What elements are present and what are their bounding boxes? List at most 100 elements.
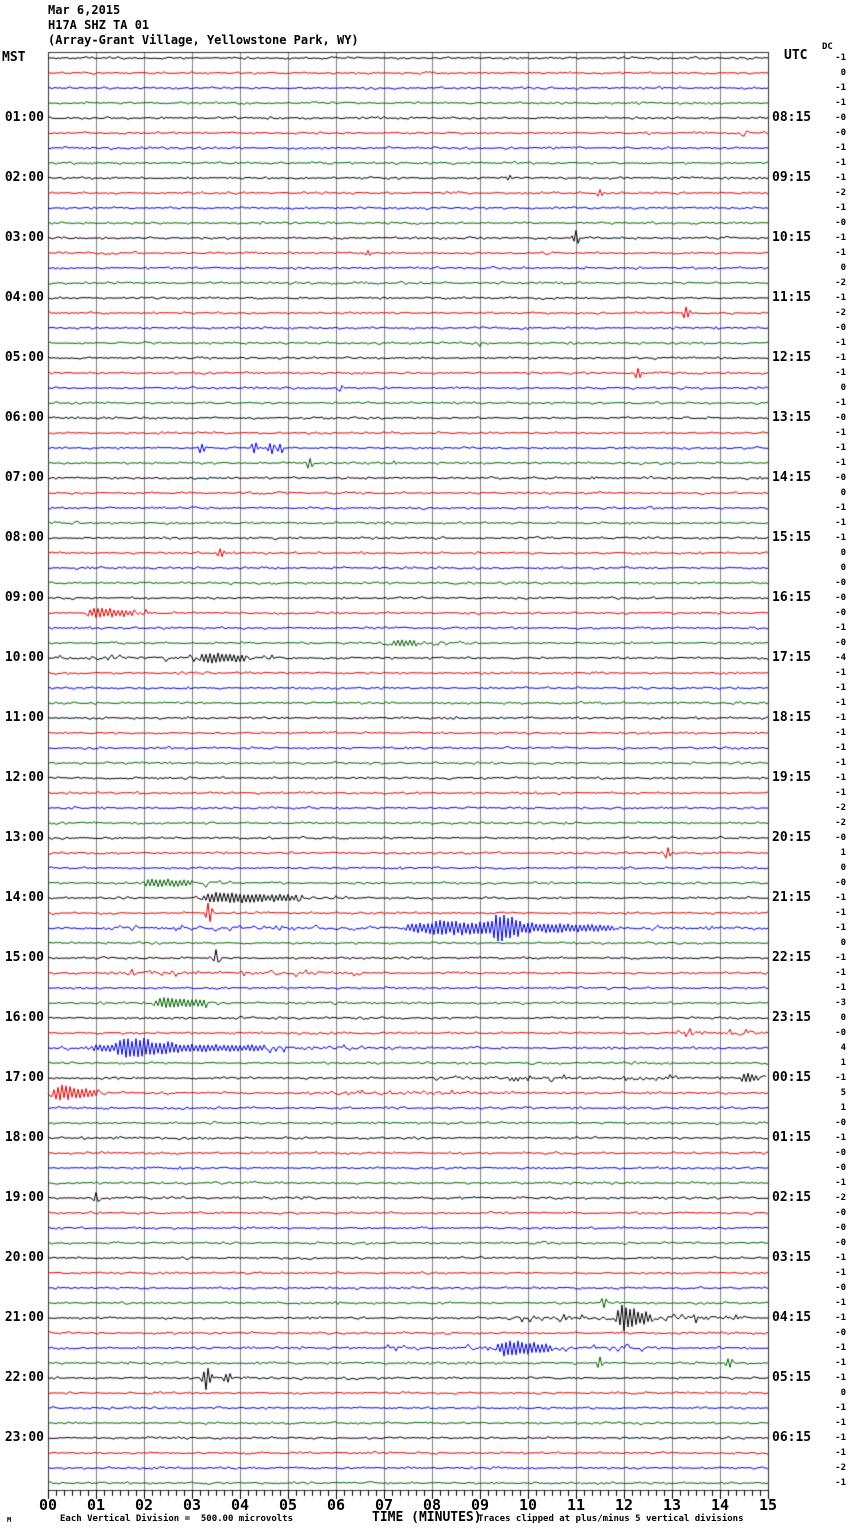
dc-value: -1 — [835, 173, 846, 183]
dc-value: -1 — [835, 1418, 846, 1428]
dc-value: -1 — [835, 1268, 846, 1278]
right-hour-label: 08:15 — [772, 110, 812, 125]
right-hour-label: 02:15 — [772, 1190, 812, 1205]
left-axis-title: MST — [2, 50, 26, 65]
dc-value: -0 — [835, 1148, 846, 1158]
dc-value: -1 — [835, 1343, 846, 1353]
dc-value: 1 — [840, 1103, 846, 1113]
minute-label: 03 — [182, 1496, 202, 1514]
dc-value: -0 — [835, 1118, 846, 1128]
left-hour-label: 13:00 — [4, 830, 44, 845]
dc-value: 0 — [840, 938, 846, 948]
dc-value: -0 — [835, 413, 846, 423]
plot-date: Mar 6,2015 — [48, 3, 121, 17]
left-hour-label: 04:00 — [4, 290, 44, 305]
dc-value: -1 — [835, 1133, 846, 1143]
right-hour-label: 19:15 — [772, 770, 812, 785]
dc-value: -0 — [835, 473, 846, 483]
minute-label: 07 — [374, 1496, 394, 1514]
right-hour-label: 10:15 — [772, 230, 812, 245]
dc-value: -1 — [835, 443, 846, 453]
right-hour-label: 17:15 — [772, 650, 812, 665]
right-hour-label: 22:15 — [772, 950, 812, 965]
left-hour-label: 23:00 — [4, 1430, 44, 1445]
dc-value: -1 — [835, 248, 846, 258]
dc-value: -1 — [835, 623, 846, 633]
dc-value: -1 — [835, 923, 846, 933]
dc-value: -0 — [835, 1208, 846, 1218]
dc-value: -0 — [835, 1223, 846, 1233]
dc-value: -0 — [835, 878, 846, 888]
dc-value: -1 — [835, 368, 846, 378]
minute-label: 08 — [422, 1496, 442, 1514]
left-hour-label: 03:00 — [4, 230, 44, 245]
right-hour-label: 01:15 — [772, 1130, 812, 1145]
left-hour-label: 07:00 — [4, 470, 44, 485]
left-hour-label: 18:00 — [4, 1130, 44, 1145]
dc-value: -1 — [835, 1433, 846, 1443]
right-hour-label: 14:15 — [772, 470, 812, 485]
dc-value: -2 — [835, 278, 846, 288]
dc-value: -2 — [835, 308, 846, 318]
dc-value: -1 — [835, 518, 846, 528]
dc-value: -0 — [835, 323, 846, 333]
dc-value: -1 — [835, 773, 846, 783]
minute-label: 15 — [758, 1496, 778, 1514]
dc-value: -1 — [835, 98, 846, 108]
left-hour-label: 02:00 — [4, 170, 44, 185]
dc-value: 0 — [840, 1013, 846, 1023]
dc-value: -1 — [835, 908, 846, 918]
dc-value: -0 — [835, 1328, 846, 1338]
dc-value: -1 — [835, 668, 846, 678]
dc-value: 5 — [840, 1088, 846, 1098]
minute-label: 02 — [134, 1496, 154, 1514]
minute-label: 13 — [662, 1496, 682, 1514]
x-axis-title: TIME (MINUTES) — [372, 1510, 482, 1525]
dc-value: -1 — [835, 1073, 846, 1083]
dc-value: -0 — [835, 833, 846, 843]
dc-value: -0 — [835, 1283, 846, 1293]
left-hour-label: 11:00 — [4, 710, 44, 725]
dc-value: -1 — [835, 398, 846, 408]
dc-value: -0 — [835, 1238, 846, 1248]
dc-value: -1 — [835, 1373, 846, 1383]
dc-value: -1 — [835, 1358, 846, 1368]
dc-value: -2 — [835, 188, 846, 198]
right-hour-label: 09:15 — [772, 170, 812, 185]
minute-label: 05 — [278, 1496, 298, 1514]
minute-label: 06 — [326, 1496, 346, 1514]
right-hour-label: 16:15 — [772, 590, 812, 605]
right-hour-label: 21:15 — [772, 890, 812, 905]
dc-value: -2 — [835, 1463, 846, 1473]
dc-value: -1 — [835, 1178, 846, 1188]
dc-value: -1 — [835, 953, 846, 963]
left-hour-label: 16:00 — [4, 1010, 44, 1025]
dc-value: -0 — [835, 128, 846, 138]
left-hour-label: 20:00 — [4, 1250, 44, 1265]
dc-value: 0 — [840, 383, 846, 393]
right-hour-label: 03:15 — [772, 1250, 812, 1265]
dc-column-header: DC — [822, 42, 833, 52]
minute-label: 12 — [614, 1496, 634, 1514]
right-hour-label: 11:15 — [772, 290, 812, 305]
dc-value: -1 — [835, 1478, 846, 1488]
dc-value: 0 — [840, 263, 846, 273]
dc-value: -1 — [835, 83, 846, 93]
dc-value: -1 — [835, 1298, 846, 1308]
dc-value: 0 — [840, 1388, 846, 1398]
minute-label: 10 — [518, 1496, 538, 1514]
dc-value: -1 — [835, 1313, 846, 1323]
dc-value: -0 — [835, 1028, 846, 1038]
dc-value: -1 — [835, 503, 846, 513]
dc-value: -2 — [835, 803, 846, 813]
dc-value: -1 — [835, 698, 846, 708]
dc-value: -1 — [835, 758, 846, 768]
minute-label: 01 — [86, 1496, 106, 1514]
dc-value: -3 — [835, 998, 846, 1008]
dc-value: 0 — [840, 548, 846, 558]
minute-label: 11 — [566, 1496, 586, 1514]
dc-value: -0 — [835, 593, 846, 603]
left-hour-label: 05:00 — [4, 350, 44, 365]
left-hour-label: 15:00 — [4, 950, 44, 965]
